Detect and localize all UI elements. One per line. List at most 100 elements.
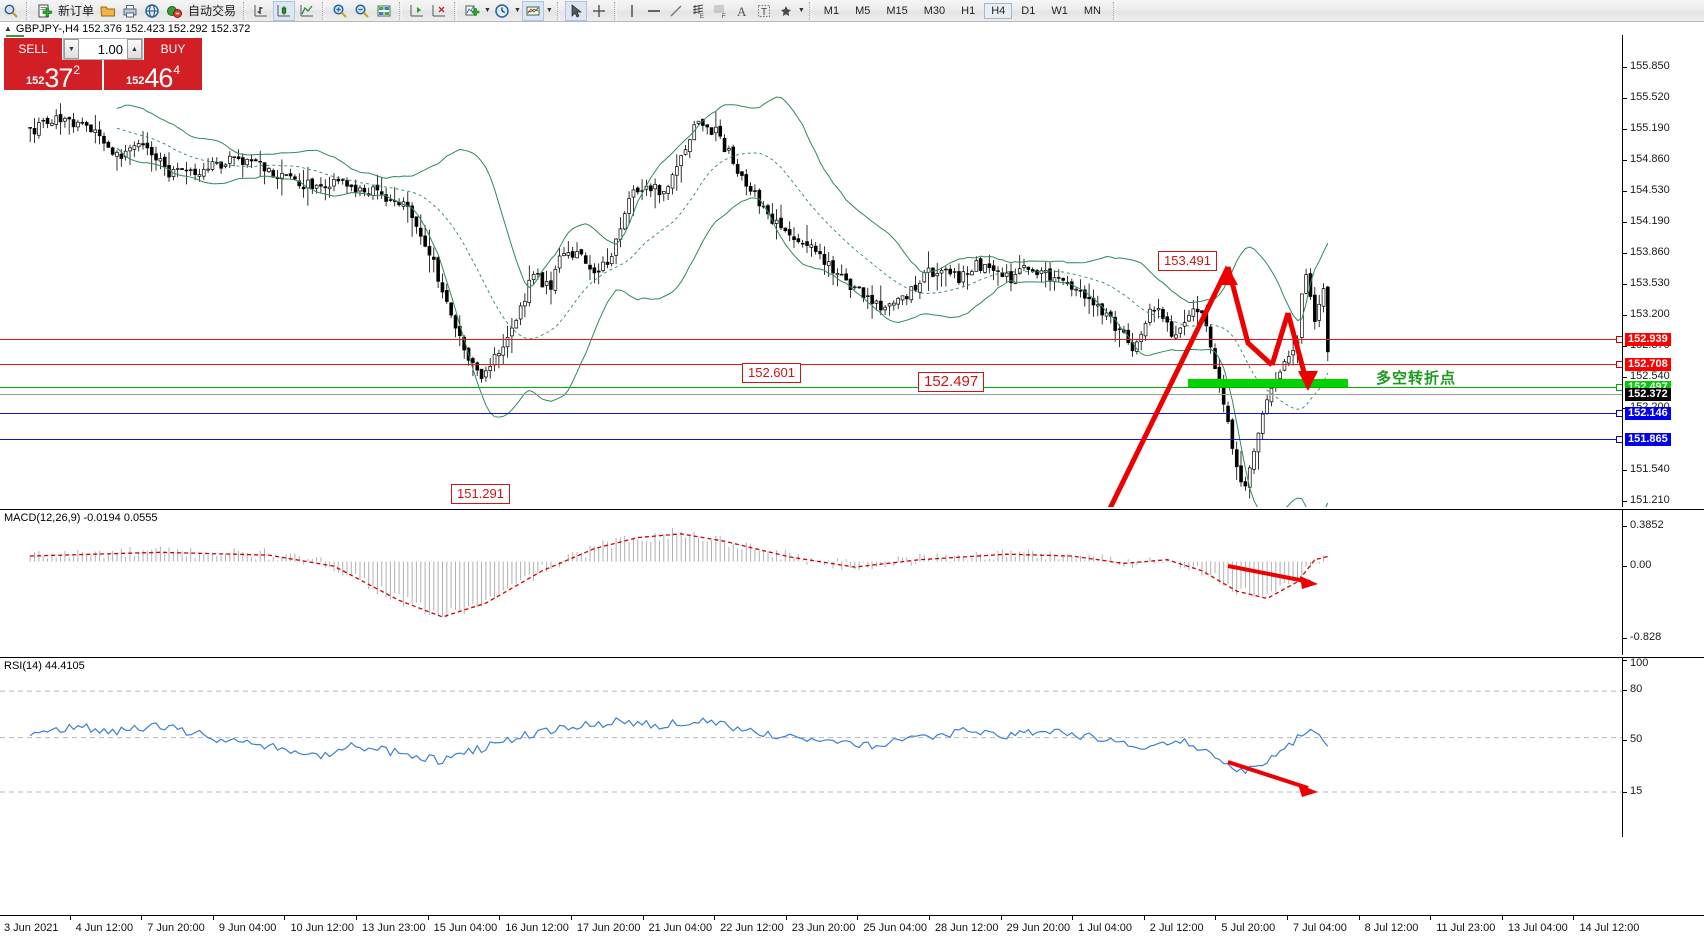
new-order-icon[interactable] xyxy=(34,1,54,21)
price-axis[interactable]: 155.850 155.520 155.190 154.860 154.530 … xyxy=(1622,35,1704,507)
shapes-icon[interactable] xyxy=(776,1,796,21)
folder-icon[interactable] xyxy=(98,1,118,21)
buy-price-display[interactable]: 152 46 4 xyxy=(104,60,202,90)
macd-pane[interactable]: MACD(12,26,9) -0.0194 0.0555 0.3852 0.00… xyxy=(0,509,1704,655)
crosshair-icon[interactable] xyxy=(589,1,609,21)
label-icon[interactable]: T xyxy=(754,1,774,21)
time-axis[interactable]: 3 Jun 2021 4 Jun 12:00 7 Jun 20:00 9 Jun 04… xyxy=(0,915,1704,937)
level-tag-152146[interactable]: 152.146 xyxy=(1625,407,1671,420)
sell-price-display[interactable]: 152 37 2 xyxy=(4,60,102,90)
autotrading-icon[interactable] xyxy=(164,1,184,21)
timeframe-m30[interactable]: M30 xyxy=(923,4,946,17)
globe-icon[interactable] xyxy=(142,1,162,21)
support-line-152497[interactable] xyxy=(0,387,1622,388)
price-tick-label: 154.530 xyxy=(1630,184,1670,196)
grid-icon[interactable] xyxy=(374,1,394,21)
indicators-icon[interactable] xyxy=(462,1,482,21)
level-tag-152939[interactable]: 152.939 xyxy=(1625,333,1671,346)
vline-icon[interactable] xyxy=(622,1,642,21)
fibo-icon[interactable]: E xyxy=(688,1,708,21)
time-tick-label: 15 Jun 04:00 xyxy=(433,922,498,934)
autoscroll-icon[interactable] xyxy=(429,1,449,21)
templates-icon[interactable] xyxy=(521,0,544,21)
chevron-down-icon[interactable]: ▼ xyxy=(545,7,553,14)
fibo-fan-icon[interactable]: F xyxy=(710,1,730,21)
volume-down-icon[interactable]: ▼ xyxy=(64,39,79,59)
price-annotation-152601[interactable]: 152.601 xyxy=(742,363,801,383)
volume-input[interactable]: 1.00 xyxy=(79,39,127,59)
rsi-pane[interactable]: RSI(14) 44.4105 100 80 50 15 xyxy=(0,657,1704,837)
cursor-icon[interactable] xyxy=(564,0,587,21)
time-tick xyxy=(1573,916,1575,920)
price-pane[interactable]: 153.491 152.601 152.497 151.291 150.646 … xyxy=(0,35,1704,507)
price-plot-area[interactable]: 153.491 152.601 152.497 151.291 150.646 … xyxy=(0,35,1622,507)
trendline-icon[interactable] xyxy=(666,1,686,21)
sell-price-big: 152 xyxy=(25,75,45,87)
line-handle[interactable] xyxy=(1616,336,1622,343)
toolbar-separator xyxy=(322,1,326,20)
autotrading-label[interactable]: 自动交易 xyxy=(188,4,237,18)
timeframe-m5[interactable]: M5 xyxy=(855,4,871,17)
timeframe-d1[interactable]: D1 xyxy=(1021,4,1036,17)
chart-container[interactable]: 153.491 152.601 152.497 151.291 150.646 … xyxy=(0,35,1704,915)
price-annotation-152497[interactable]: 152.497 xyxy=(918,372,985,392)
rsi-plot-area[interactable]: RSI(14) 44.4105 xyxy=(0,658,1622,837)
chevron-down-icon[interactable]: ▼ xyxy=(797,7,805,14)
level-tag-152708[interactable]: 152.708 xyxy=(1625,358,1671,371)
printer-icon[interactable] xyxy=(120,1,140,21)
time-tick-label: 23 Jun 20:00 xyxy=(791,922,856,934)
timeframe-h1[interactable]: H1 xyxy=(961,4,976,17)
level-line-151865[interactable] xyxy=(0,439,1622,440)
timeframe-h4[interactable]: H4 xyxy=(984,2,1013,19)
line-handle[interactable] xyxy=(1616,384,1622,391)
time-tick xyxy=(785,916,787,920)
time-tick-label: 8 Jul 12:00 xyxy=(1364,922,1419,934)
time-tick xyxy=(1000,916,1002,920)
time-tick-label: 2 Jul 12:00 xyxy=(1149,922,1204,934)
sell-button[interactable]: SELL xyxy=(4,38,62,60)
timeframe-mn[interactable]: MN xyxy=(1083,4,1101,17)
price-annotation-151291[interactable]: 151.291 xyxy=(451,484,510,504)
time-tick-label: 22 Jun 12:00 xyxy=(720,922,784,934)
shift-icon[interactable] xyxy=(407,1,427,21)
time-tick-label: 16 Jun 12:00 xyxy=(505,922,569,934)
resistance-line-152708[interactable] xyxy=(0,364,1622,365)
hline-icon[interactable] xyxy=(644,1,664,21)
level-tag-151865[interactable]: 151.865 xyxy=(1625,433,1671,446)
timeframe-w1[interactable]: W1 xyxy=(1051,4,1068,17)
chevron-down-icon[interactable]: ▼ xyxy=(513,7,521,14)
level-line-152146[interactable] xyxy=(0,413,1622,414)
volume-stepper[interactable]: ▼ 1.00 ▲ xyxy=(63,38,143,60)
volume-up-icon[interactable]: ▲ xyxy=(127,39,142,59)
one-click-trading-panel[interactable]: SELL ▼ 1.00 ▲ BUY 152 37 2 152 46 4 xyxy=(4,35,202,90)
chinese-annotation-note[interactable]: 多空转折点 xyxy=(1376,370,1457,387)
time-tick-label: 3 Jun 2021 xyxy=(4,922,59,934)
candlestick-icon[interactable] xyxy=(273,0,296,21)
line-handle[interactable] xyxy=(1616,361,1622,368)
time-tick-label: 13 Jun 23:00 xyxy=(362,922,426,934)
line-handle[interactable] xyxy=(1616,436,1622,443)
zoom-in-icon[interactable] xyxy=(330,1,350,21)
timeframe-m15[interactable]: M15 xyxy=(886,4,908,17)
bar-chart-icon[interactable] xyxy=(251,1,271,21)
time-tick-label: 29 Jun 20:00 xyxy=(1006,922,1071,934)
macd-plot-area[interactable]: MACD(12,26,9) -0.0194 0.0555 xyxy=(0,510,1622,655)
line-chart-icon[interactable] xyxy=(297,1,317,21)
line-handle[interactable] xyxy=(1616,410,1622,417)
price-tick-label: 153.200 xyxy=(1630,308,1670,320)
toolbar-separator xyxy=(399,1,403,20)
text-icon[interactable]: A xyxy=(732,1,752,21)
chevron-down-icon[interactable]: ▼ xyxy=(484,7,491,14)
period-icon[interactable] xyxy=(492,1,512,21)
magnifier-icon[interactable] xyxy=(1,1,21,21)
price-tick-label: 155.850 xyxy=(1630,60,1670,72)
svg-text:A: A xyxy=(737,4,747,19)
new-order-label[interactable]: 新订单 xyxy=(58,4,95,18)
timeframe-m1[interactable]: M1 xyxy=(823,4,840,17)
collapse-triangle-icon[interactable]: ▲ xyxy=(4,24,12,33)
buy-button[interactable]: BUY xyxy=(144,38,202,60)
price-tick-label: 155.190 xyxy=(1630,122,1670,134)
price-annotation-153491[interactable]: 153.491 xyxy=(1158,251,1217,271)
zoom-out-icon[interactable] xyxy=(352,1,372,21)
resistance-line-152939[interactable] xyxy=(0,339,1622,340)
